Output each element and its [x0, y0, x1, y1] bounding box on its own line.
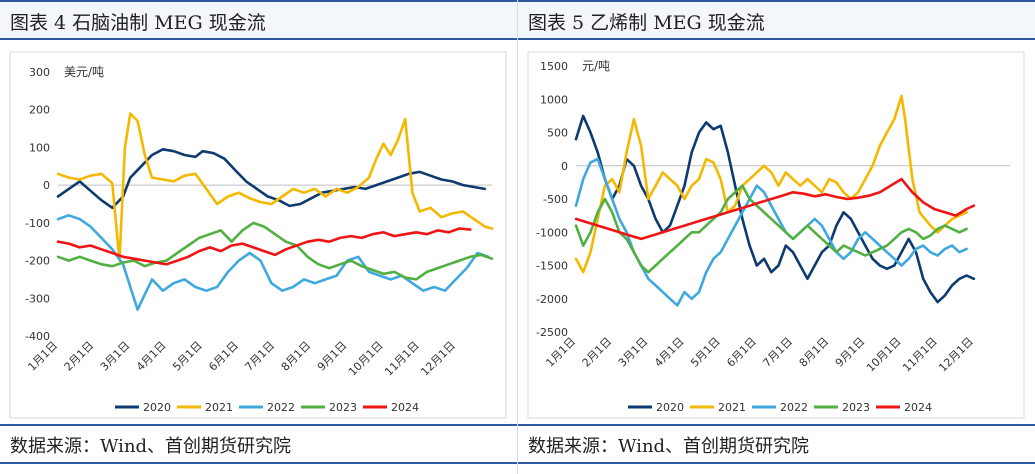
series-line-2024	[574, 177, 976, 241]
legend-item-2022: 2022	[239, 401, 295, 414]
y-tick-label: 300	[29, 66, 50, 79]
legend-item-2024: 2024	[876, 401, 932, 414]
chart-panel-left: 图表 4 石脑油制 MEG 现金流 美元/吨 300 200 100 0 -100 -200…	[0, 0, 518, 464]
title-bar: 图表 5 乙烯制 MEG 现金流	[518, 0, 1035, 40]
x-tick-label: 11月1日	[900, 335, 940, 375]
x-tick-label: 2月1日	[580, 335, 615, 370]
legend-label: 2022	[780, 401, 808, 414]
legend-item-2023: 2023	[301, 401, 357, 414]
legend-label: 2023	[329, 401, 357, 414]
source-bar: 数据来源：Wind、首创期货研究院	[0, 424, 518, 464]
x-tick-label: 4月1日	[652, 335, 687, 370]
y-tick-label: 0	[43, 179, 50, 192]
panel-divider	[517, 0, 518, 474]
x-tick-label: 3月1日	[616, 335, 651, 370]
x-tick-label: 8月1日	[279, 339, 314, 374]
legend-label: 2020	[143, 401, 171, 414]
x-tick-label: 10月1日	[346, 339, 386, 379]
x-tick-label: 6月1日	[724, 335, 759, 370]
series-line-2024	[56, 227, 472, 266]
x-tick-label: 3月1日	[98, 339, 133, 374]
series-line-2020	[56, 148, 487, 210]
y-tick-label: 1500	[540, 60, 568, 73]
series-line-2023	[574, 184, 968, 274]
source-note: 数据来源：Wind、首创期货研究院	[528, 436, 810, 457]
series-line-2022	[574, 157, 968, 307]
y-tick-label: -500	[543, 193, 568, 206]
plot-frame	[527, 51, 1025, 419]
series-line-2021	[574, 94, 968, 274]
legend-label: 2024	[904, 401, 932, 414]
y-tick-label: 1000	[540, 93, 568, 106]
x-tick-label: 12月1日	[936, 335, 976, 375]
legend-item-2022: 2022	[752, 401, 808, 414]
y-tick-label: -300	[25, 292, 50, 305]
y-tick-label: 0	[561, 160, 568, 173]
x-tick-label: 10月1日	[864, 335, 904, 375]
legend-label: 2022	[267, 401, 295, 414]
chart-ethylene-meg-cashflow: 元/吨150010005000-500-1000-1500-2000-25001…	[527, 51, 1025, 419]
x-tick-label: 7月1日	[760, 335, 795, 370]
x-tick-label: 4月1日	[134, 339, 169, 374]
x-tick-label: 7月1日	[242, 339, 277, 374]
legend-label: 2021	[205, 401, 233, 414]
x-tick-label: 9月1日	[315, 339, 350, 374]
y-tick-label: -1500	[536, 260, 568, 273]
x-tick-label: 5月1日	[688, 335, 723, 370]
legend-item-2023: 2023	[814, 401, 870, 414]
series-line-2022	[56, 214, 490, 311]
legend-item-2020: 2020	[115, 401, 171, 414]
y-tick-label: -200	[25, 255, 50, 268]
legend-item-2024: 2024	[363, 401, 419, 414]
series-line-2021	[56, 112, 494, 262]
x-tick-label: 8月1日	[797, 335, 832, 370]
x-tick-label: 12月1日	[418, 339, 458, 379]
legend-item-2021: 2021	[177, 401, 233, 414]
legend-label: 2021	[718, 401, 746, 414]
y-tick-label: 100	[29, 141, 50, 154]
source-bar: 数据来源：Wind、首创期货研究院	[518, 424, 1035, 464]
y-tick-label: -1000	[536, 226, 568, 239]
y-tick-label: -100	[25, 217, 50, 230]
series-line-2023	[56, 221, 494, 281]
x-tick-label: 9月1日	[833, 335, 868, 370]
x-tick-label: 5月1日	[170, 339, 205, 374]
y-tick-label: -2500	[536, 326, 568, 339]
x-tick-label: 11月1日	[382, 339, 422, 379]
x-tick-label: 6月1日	[206, 339, 241, 374]
series-line-2020	[574, 114, 976, 304]
y-tick-label: 500	[547, 127, 568, 140]
title-bar: 图表 4 石脑油制 MEG 现金流	[0, 0, 518, 40]
legend-label: 2020	[656, 401, 684, 414]
chart-title: 图表 5 乙烯制 MEG 现金流	[528, 12, 765, 34]
x-tick-label: 1月1日	[543, 335, 578, 370]
y-tick-label: 200	[29, 104, 50, 117]
y-tick-label: -2000	[536, 293, 568, 306]
legend-item-2021: 2021	[690, 401, 746, 414]
source-note: 数据来源：Wind、首创期货研究院	[10, 436, 292, 457]
unit-label: 元/吨	[582, 59, 610, 73]
x-tick-label: 2月1日	[62, 339, 97, 374]
y-tick-label: -400	[25, 330, 50, 343]
legend-item-2020: 2020	[628, 401, 684, 414]
legend-label: 2024	[391, 401, 419, 414]
legend-label: 2023	[842, 401, 870, 414]
plot-frame	[9, 51, 507, 419]
unit-label: 美元/吨	[64, 65, 104, 79]
x-tick-label: 1月1日	[25, 339, 60, 374]
chart-panel-right: 图表 5 乙烯制 MEG 现金流 元/吨 1500 1000 500 0 -500 -100…	[518, 0, 1035, 474]
chart-title: 图表 4 石脑油制 MEG 现金流	[10, 12, 266, 34]
